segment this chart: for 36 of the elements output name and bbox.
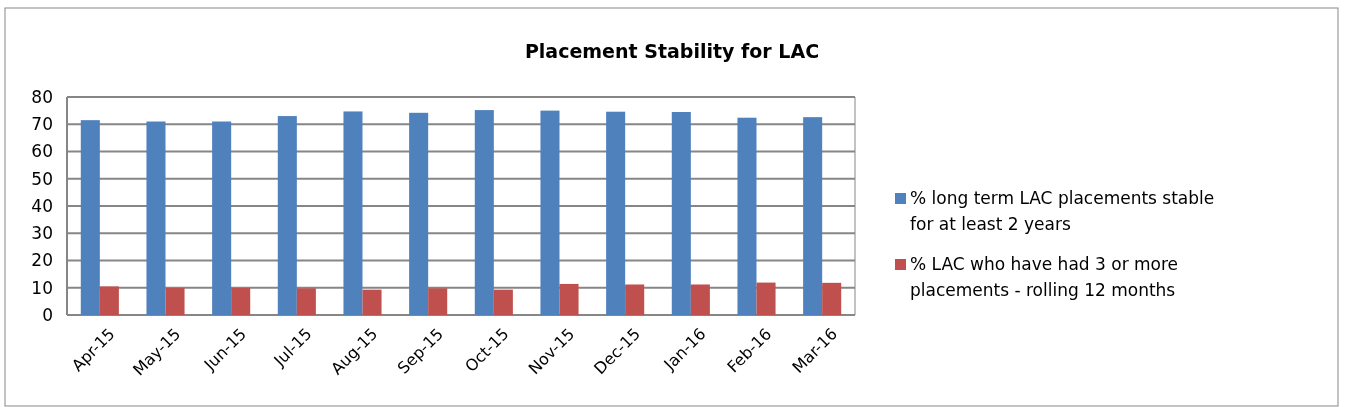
bar — [343, 111, 363, 315]
bar — [540, 110, 560, 315]
bar — [99, 286, 119, 315]
bar — [165, 288, 185, 315]
bar — [493, 289, 513, 315]
bar — [231, 288, 251, 315]
bar — [803, 117, 823, 315]
bar — [606, 111, 626, 315]
y-tick-label: 20 — [31, 250, 53, 271]
y-tick-label: 80 — [31, 86, 53, 107]
bar — [277, 116, 297, 315]
bar — [671, 111, 691, 315]
y-tick-label: 30 — [31, 223, 53, 244]
bar — [690, 284, 710, 315]
bar — [146, 121, 166, 315]
legend-label: % long term LAC placements stable for at least 2 years — [910, 188, 1215, 235]
bar — [428, 288, 448, 315]
y-tick-label: 40 — [31, 195, 53, 216]
bar — [756, 282, 776, 315]
bar — [409, 112, 429, 315]
y-tick-label: 10 — [31, 277, 53, 298]
legend-label: % LAC who have had 3 or more placements - rolling 12 months — [910, 254, 1179, 301]
y-tick-label: 60 — [31, 141, 53, 162]
y-tick-label: 70 — [31, 114, 53, 135]
bar — [625, 284, 645, 315]
bar — [559, 283, 579, 315]
bar — [296, 288, 316, 315]
y-tick-label: 50 — [31, 168, 53, 189]
bar — [212, 121, 232, 315]
bar — [362, 289, 382, 315]
bar — [474, 110, 494, 315]
bar — [737, 117, 757, 315]
y-tick-label: 0 — [42, 304, 53, 325]
bar — [822, 282, 842, 315]
chart-title: Placement Stability for LAC — [524, 40, 820, 62]
bar — [80, 120, 100, 315]
